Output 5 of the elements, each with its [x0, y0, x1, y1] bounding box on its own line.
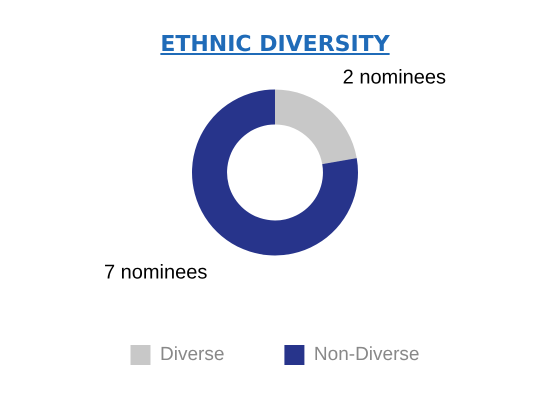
- legend-label: Diverse: [160, 344, 224, 366]
- chart-title: ETHNIC DIVERSITY: [159, 32, 391, 57]
- legend-label: Non-Diverse: [314, 344, 420, 366]
- data-label: 2 nominees: [342, 66, 446, 88]
- data-label: 7 nominees: [104, 262, 208, 284]
